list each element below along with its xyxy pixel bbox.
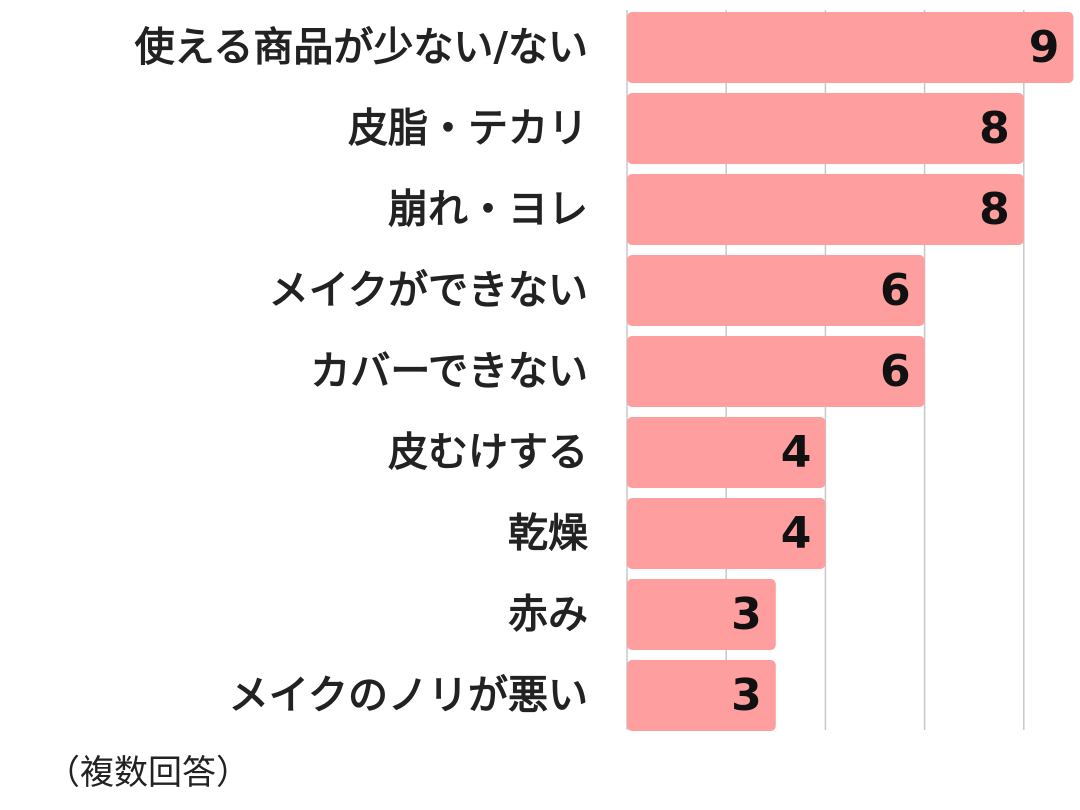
category-label: 皮脂・テカリ xyxy=(348,106,588,152)
bar xyxy=(627,579,776,650)
bar xyxy=(627,660,776,731)
bar-chart: 使える商品が少ない/ない皮脂・テカリ崩れ・ヨレメイクができないカバーできない皮む… xyxy=(135,10,1074,731)
data-label: 9 xyxy=(1029,22,1060,73)
data-label: 6 xyxy=(880,346,911,397)
bar xyxy=(627,12,1074,83)
category-label: 乾燥 xyxy=(508,511,589,557)
category-label: メイクができない xyxy=(269,268,588,314)
data-label: 3 xyxy=(731,670,762,721)
footnote: （複数回答） xyxy=(46,753,250,793)
data-label: 4 xyxy=(781,427,812,478)
bar xyxy=(627,336,925,407)
category-label: 使える商品が少ない/ない xyxy=(135,25,588,71)
data-label: 3 xyxy=(731,589,762,640)
data-label: 8 xyxy=(979,103,1010,154)
bar xyxy=(627,255,925,326)
bar xyxy=(627,174,1024,245)
data-label: 6 xyxy=(880,265,911,316)
bar xyxy=(627,93,1024,164)
category-label: カバーできない xyxy=(310,349,588,395)
data-label: 8 xyxy=(979,184,1010,235)
category-labels: 使える商品が少ない/ない皮脂・テカリ崩れ・ヨレメイクができないカバーできない皮む… xyxy=(135,25,589,719)
bars xyxy=(627,12,1074,731)
category-label: メイクのノリが悪い xyxy=(229,673,588,719)
category-label: 皮むけする xyxy=(388,430,588,476)
category-label: 崩れ・ヨレ xyxy=(388,187,588,233)
bar xyxy=(627,498,826,569)
category-label: 赤み xyxy=(508,592,588,638)
bar xyxy=(627,417,826,488)
data-label: 4 xyxy=(781,508,812,559)
